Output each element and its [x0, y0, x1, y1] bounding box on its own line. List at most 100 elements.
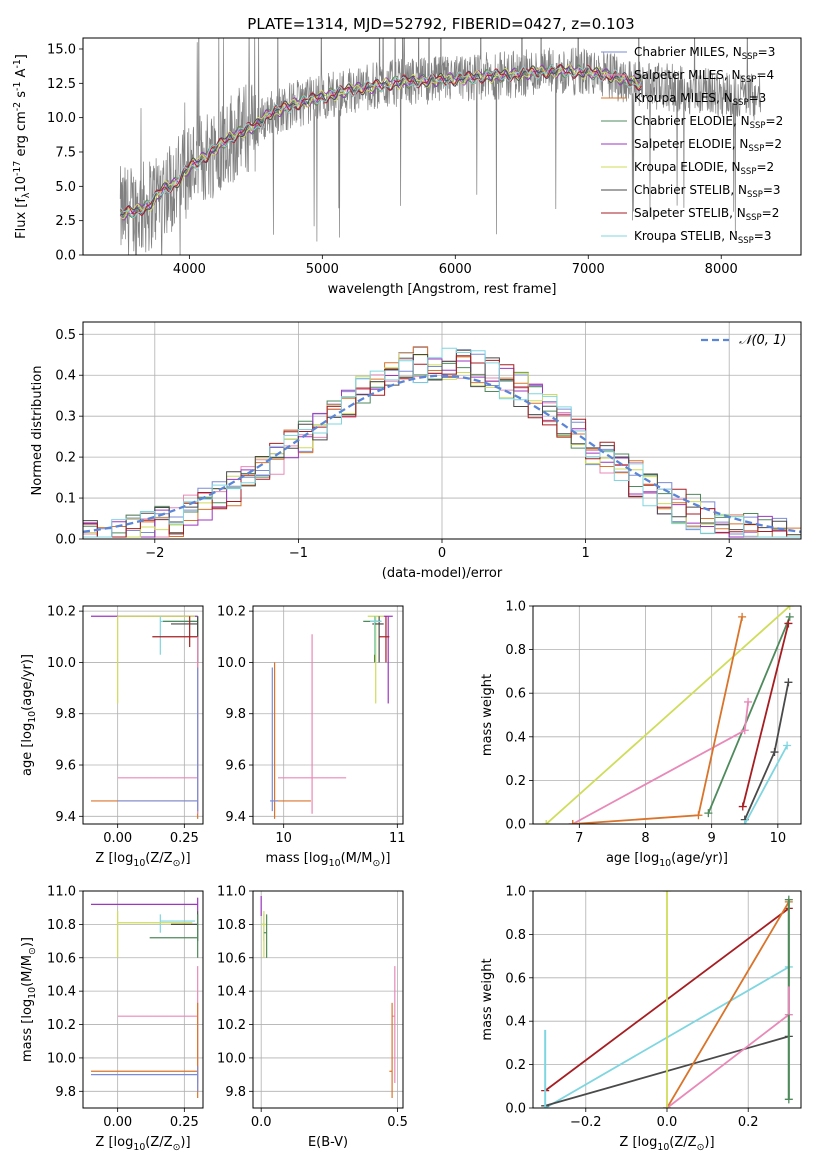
x-tick-label: −2 [145, 546, 164, 561]
y-tick-label: 15.0 [47, 42, 76, 57]
weight-series-line [741, 623, 790, 807]
y-tick-label: 10.6 [47, 951, 76, 966]
model-spectrum-line [119, 64, 642, 219]
weight-series-line [707, 616, 791, 814]
x-axis-label: Z [log10​(Z/Z⊙​)] [619, 1135, 714, 1153]
y-tick-label: 0.6 [505, 971, 526, 986]
errorbar-point [379, 616, 390, 663]
axes-spectrum: 4000 5000 6000 7000 8000 0.0 2.5 5.0 7.5 10.0 12.5… [12, 37, 802, 297]
x-axis-label: Z [log10​(Z/Z⊙​)] [95, 1135, 190, 1153]
errorbar-point [117, 667, 199, 812]
y-tick-label: 10.2 [217, 1018, 246, 1033]
y-tick-label: 9.4 [225, 810, 246, 825]
data-spectrum-line [119, 38, 762, 255]
plot-area [83, 346, 801, 539]
y-tick-label: 10.8 [47, 918, 76, 933]
y-tick-label: 10.2 [47, 605, 76, 620]
plot-area [119, 38, 762, 255]
x-tick-label: −0.2 [570, 1115, 602, 1130]
axes-frame [82, 605, 204, 825]
weight-marker [784, 619, 793, 628]
y-tick-label: 0.3 [55, 410, 76, 425]
y-tick-label: 0.2 [505, 1058, 526, 1073]
weight-marker [784, 678, 793, 687]
model-spectrum-line [119, 64, 642, 219]
y-tick-label: 9.6 [55, 759, 76, 774]
x-tick-label: 8 [641, 831, 649, 846]
errorbar-point [117, 636, 199, 814]
weight-marker [783, 741, 792, 750]
legend-entry: Salpeter STELIB, NSSP=2 [634, 206, 779, 223]
y-tick-label: 11.0 [217, 885, 246, 900]
errorbar-point [91, 1002, 199, 1098]
x-axis-label: wavelength [Angstrom, rest frame] [328, 282, 557, 297]
y-tick-label: 10.2 [217, 605, 246, 620]
y-tick-label: 0.5 [55, 328, 76, 343]
weight-marker [663, 1104, 671, 1108]
y-tick-label: 9.8 [225, 707, 246, 722]
weight-series-line [572, 701, 749, 824]
y-tick-label: 0.8 [505, 643, 526, 658]
plot-area [91, 615, 199, 819]
axes-z-age: 0.00 0.25 9.4 9.6 9.8 10.0 10.2 Z [log10​(Z/Z⊙​… [20, 605, 204, 869]
weight-marker [738, 802, 747, 811]
errorbar-point [370, 616, 382, 655]
axes-ebv-mass: 0.0 0.5 9.8 10.0 10.2 10.4 10.6 10.8 11.0 E(B-V) [217, 885, 408, 1151]
x-tick-label: 0 [438, 546, 446, 561]
x-tick-label: 11 [389, 831, 406, 846]
x-axis-label: (data-model)/error [382, 566, 503, 581]
legend-entry: Kroupa MILES, NSSP=3 [634, 91, 766, 108]
errorbar-point [389, 1002, 393, 1098]
y-tick-label: 12.5 [47, 77, 76, 92]
y-tick-label: 0.8 [505, 928, 526, 943]
y-tick-label: 0.2 [505, 774, 526, 789]
errorbar-point [159, 914, 195, 933]
axes-frame [82, 890, 204, 1109]
errorbar-point [383, 615, 393, 704]
x-tick-label: 0.0 [251, 1115, 272, 1130]
weight-marker [704, 809, 713, 818]
x-tick-label: 7 [575, 831, 583, 846]
weight-marker [744, 697, 753, 706]
model-spectrum-line [120, 64, 642, 216]
y-tick-label: 0.0 [505, 1102, 526, 1117]
x-tick-label: 4000 [173, 262, 206, 277]
y-tick-label: 10.0 [47, 656, 76, 671]
axes-residuals: −2 −1 0 1 2 0.0 0.1 0.2 0.3 0.4 0.5 (data-model)/er… [30, 321, 802, 581]
x-tick-label: 0.2 [738, 1115, 759, 1130]
errorbar-point [91, 897, 199, 912]
weight-marker [785, 606, 794, 610]
weight-marker [740, 820, 749, 824]
errorbar-point [91, 662, 199, 819]
y-axis-label: mass weight [480, 674, 495, 756]
weight-marker [542, 820, 551, 824]
errorbar-point [152, 616, 198, 648]
plot-area [542, 606, 794, 824]
errorbar-point [270, 667, 278, 812]
legend-normal-label: 𝒩(0, 1) [739, 333, 786, 348]
weight-marker [770, 748, 779, 757]
weight-marker [738, 612, 747, 621]
plot-area [270, 615, 393, 819]
y-tick-label: 9.6 [225, 759, 246, 774]
errorbar-point [117, 615, 195, 704]
x-axis-label: E(B-V) [308, 1135, 348, 1150]
y-tick-label: 0.0 [505, 818, 526, 833]
figure-title: PLATE=1314, MJD=52792, FIBERID=0427, z=0… [247, 15, 634, 33]
weight-series-line [743, 682, 790, 820]
x-tick-label: 0.25 [170, 1115, 199, 1130]
y-tick-label: 10.4 [47, 985, 76, 1000]
errorbar-point [273, 662, 311, 819]
x-tick-label: 5000 [306, 262, 339, 277]
x-tick-label: 2 [725, 546, 733, 561]
y-tick-label: 10.8 [217, 918, 246, 933]
x-tick-label: 1 [581, 546, 589, 561]
y-axis-label: Flux [fλ​10-17​ erg cm-2​ s-1​ A-1​] [12, 54, 32, 239]
weight-series-line [545, 606, 791, 824]
x-tick-label: 6000 [439, 262, 472, 277]
y-tick-label: 0.2 [55, 451, 76, 466]
axes-z-weight: −0.2 0.0 0.2 0.0 0.2 0.4 0.6 0.8 1.0 Z [log10​(Z/… [480, 885, 802, 1153]
x-axis-label: age [log10​(age/yr)] [606, 851, 728, 869]
x-tick-label: −1 [289, 546, 308, 561]
y-axis-label: age [log10​(age/yr)] [20, 654, 38, 776]
